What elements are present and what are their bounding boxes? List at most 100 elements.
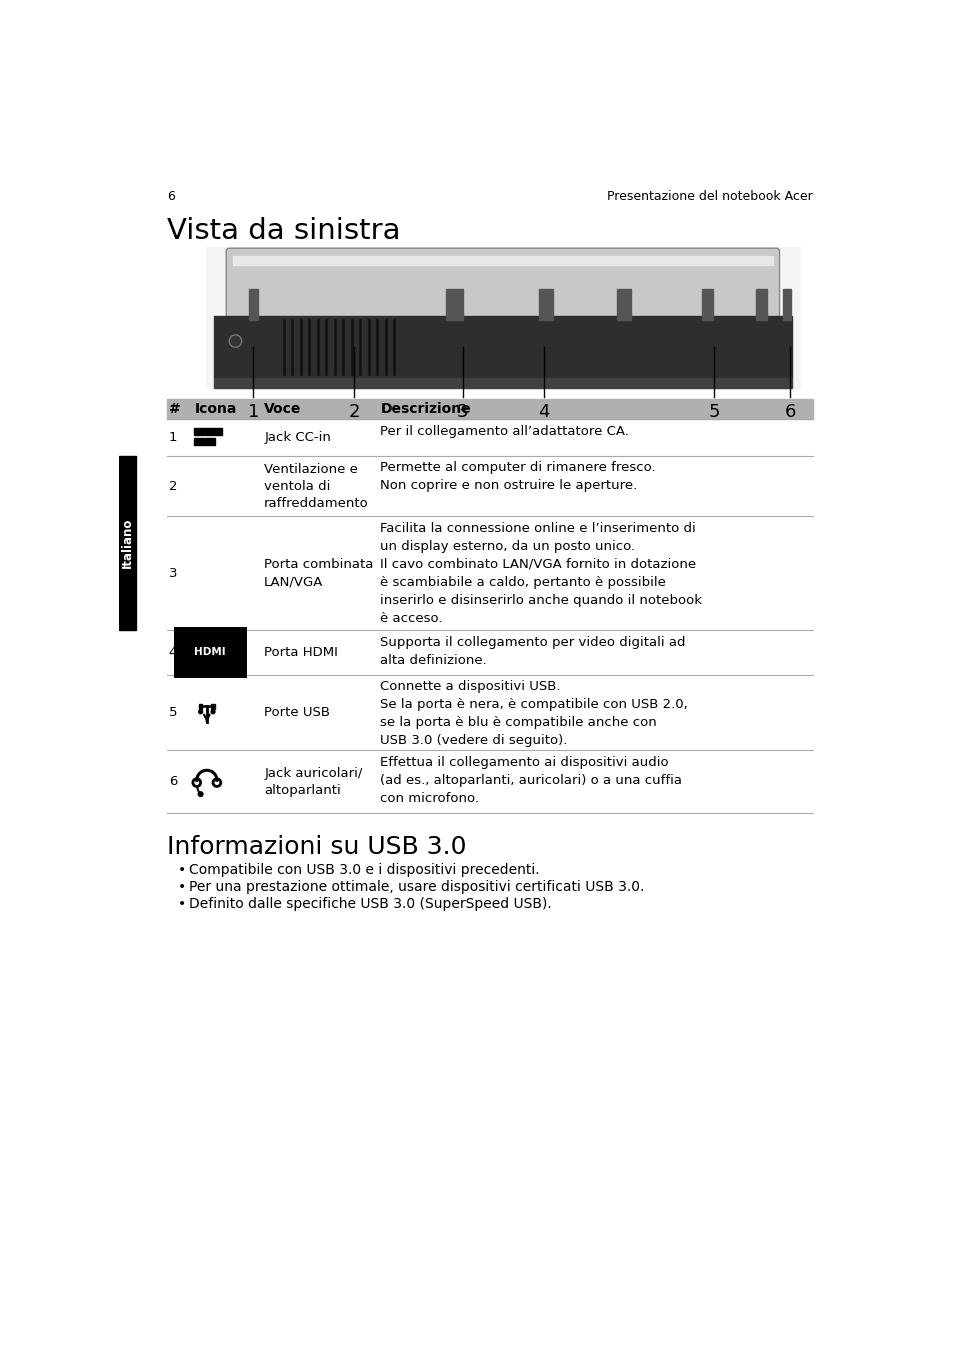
Point: [303, 312, 314, 329]
Point: [329, 367, 340, 383]
Text: •: •: [178, 897, 186, 912]
Text: •: •: [178, 880, 186, 894]
Text: #: #: [169, 402, 180, 416]
Bar: [213, 316, 791, 378]
Text: 6: 6: [169, 775, 177, 789]
Point: [286, 312, 297, 329]
Text: Porta HDMI: Porta HDMI: [264, 646, 337, 658]
Text: 5: 5: [169, 706, 177, 719]
Point: [379, 367, 391, 383]
Point: [277, 312, 289, 329]
Bar: [212, 704, 214, 709]
Point: [348, 340, 359, 356]
Point: [346, 367, 357, 383]
Text: 4: 4: [537, 402, 549, 422]
Point: [708, 389, 720, 405]
Circle shape: [229, 335, 241, 348]
Point: [372, 312, 383, 329]
Point: [355, 367, 366, 383]
Text: 1: 1: [248, 402, 259, 422]
Text: HDMI: HDMI: [194, 648, 226, 657]
Text: Connette a dispositivi USB.
Se la porta è nera, è compatibile con USB 2.0,
se la: Connette a dispositivi USB. Se la porta …: [380, 680, 687, 747]
Text: 1: 1: [169, 431, 177, 444]
Point: [294, 367, 306, 383]
Point: [312, 312, 323, 329]
Bar: [194, 428, 222, 435]
Text: Porta combinata
LAN/VGA: Porta combinata LAN/VGA: [264, 559, 374, 589]
Bar: [701, 289, 712, 320]
FancyBboxPatch shape: [226, 248, 779, 318]
Bar: [538, 289, 553, 320]
Point: [379, 312, 391, 329]
Point: [363, 367, 375, 383]
Point: [320, 312, 332, 329]
Point: [286, 367, 297, 383]
Text: Permette al computer di rimanere fresco.
Non coprire e non ostruire le aperture.: Permette al computer di rimanere fresco.…: [380, 461, 656, 493]
Text: Vista da sinistra: Vista da sinistra: [167, 216, 400, 245]
Text: Porte USB: Porte USB: [264, 706, 330, 719]
Text: Descrizione: Descrizione: [380, 402, 471, 416]
Bar: [205, 438, 214, 445]
Text: 2: 2: [169, 479, 177, 493]
Text: Informazioni su USB 3.0: Informazioni su USB 3.0: [167, 835, 466, 858]
Text: Definito dalle specifiche USB 3.0 (SuperSpeed USB).: Definito dalle specifiche USB 3.0 (Super…: [189, 897, 551, 910]
Bar: [249, 289, 257, 320]
Text: Supporta il collegamento per video digitali ad
alta definizione.: Supporta il collegamento per video digit…: [380, 635, 685, 667]
Bar: [782, 289, 790, 320]
Point: [355, 312, 366, 329]
Text: Italiano: Italiano: [121, 517, 134, 568]
Point: [784, 389, 796, 405]
Text: 3: 3: [169, 567, 177, 579]
Text: 4: 4: [169, 646, 177, 658]
Point: [329, 312, 340, 329]
Text: Per il collegamento all’adattatore CA.: Per il collegamento all’adattatore CA.: [380, 424, 629, 438]
Circle shape: [198, 791, 203, 797]
Point: [303, 367, 314, 383]
Text: 2: 2: [348, 402, 359, 422]
Bar: [206, 248, 799, 387]
Text: 3: 3: [456, 402, 468, 422]
Text: 5: 5: [708, 402, 720, 422]
Point: [337, 367, 349, 383]
Bar: [446, 289, 463, 320]
Bar: [233, 256, 772, 266]
Text: Compatibile con USB 3.0 e i dispositivi precedenti.: Compatibile con USB 3.0 e i dispositivi …: [189, 862, 539, 876]
Point: [248, 389, 259, 405]
Point: [346, 312, 357, 329]
Point: [320, 367, 332, 383]
Point: [372, 367, 383, 383]
Text: Ventilazione e
ventola di
raffreddamento: Ventilazione e ventola di raffreddamento: [264, 463, 369, 509]
Point: [708, 340, 720, 356]
Point: [388, 367, 399, 383]
Text: 6: 6: [167, 190, 175, 204]
Point: [348, 389, 359, 405]
Bar: [213, 378, 791, 387]
Text: Per una prestazione ottimale, usare dispositivi certificati USB 3.0.: Per una prestazione ottimale, usare disp…: [189, 880, 643, 894]
Circle shape: [198, 709, 202, 713]
Point: [277, 367, 289, 383]
Point: [363, 312, 375, 329]
Point: [248, 340, 259, 356]
Text: Jack auricolari/
altoparlanti: Jack auricolari/ altoparlanti: [264, 767, 362, 797]
Bar: [617, 289, 630, 320]
Point: [456, 340, 468, 356]
Bar: [167, 400, 812, 419]
Point: [312, 367, 323, 383]
Point: [537, 340, 549, 356]
Point: [294, 312, 306, 329]
Text: •: •: [178, 864, 186, 878]
Text: Voce: Voce: [264, 402, 301, 416]
Bar: [756, 289, 766, 320]
Point: [537, 389, 549, 405]
Text: Facilita la connessione online e l’inserimento di
un display esterno, da un post: Facilita la connessione online e l’inser…: [380, 522, 701, 624]
Point: [784, 340, 796, 356]
Text: 6: 6: [784, 402, 795, 422]
Text: Icona: Icona: [194, 402, 236, 416]
Text: Jack CC-in: Jack CC-in: [264, 431, 331, 444]
Point: [388, 312, 399, 329]
Point: [337, 312, 349, 329]
Text: Effettua il collegamento ai dispositivi audio
(ad es., altoparlanti, auricolari): Effettua il collegamento ai dispositivi …: [380, 756, 681, 805]
Point: [456, 389, 468, 405]
Bar: [194, 438, 204, 445]
Bar: [119, 456, 136, 630]
